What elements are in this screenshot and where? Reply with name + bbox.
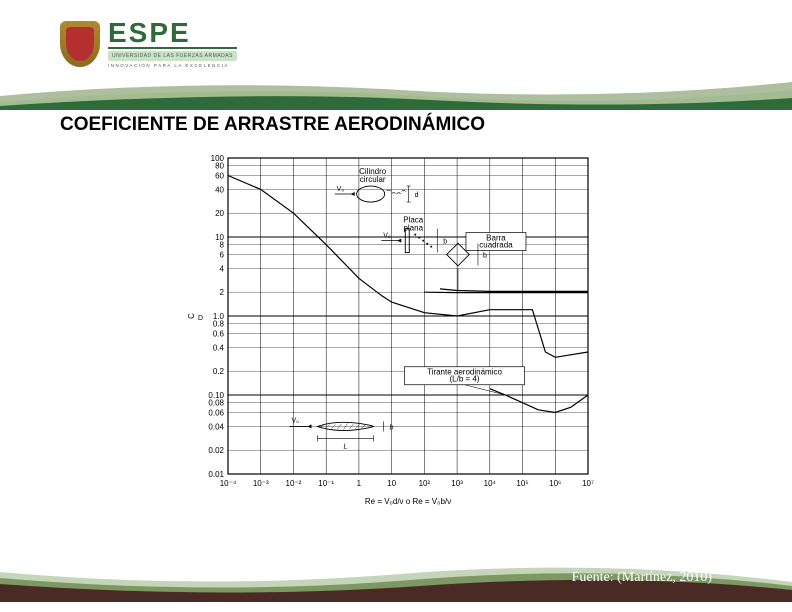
page-title: COEFICIENTE DE ARRASTRE AERODINÁMICO bbox=[60, 114, 485, 136]
brand-subtitle: UNIVERSIDAD DE LAS FUERZAS ARMADAS bbox=[108, 51, 237, 61]
svg-text:40: 40 bbox=[215, 185, 224, 194]
svg-text:C: C bbox=[187, 313, 196, 319]
svg-text:cuadrada: cuadrada bbox=[479, 241, 513, 250]
svg-text:d: d bbox=[415, 192, 419, 199]
svg-text:V₀: V₀ bbox=[383, 233, 391, 240]
brand-badge-icon bbox=[60, 21, 100, 67]
svg-text:0.4: 0.4 bbox=[213, 343, 225, 352]
svg-text:L: L bbox=[344, 443, 348, 450]
svg-text:0.10: 0.10 bbox=[208, 391, 224, 400]
svg-text:circular: circular bbox=[360, 175, 386, 184]
svg-text:10⁻¹: 10⁻¹ bbox=[318, 479, 334, 488]
brand-name: ESPE bbox=[108, 20, 237, 49]
svg-text:20: 20 bbox=[215, 209, 224, 218]
svg-text:10⁻³: 10⁻³ bbox=[253, 479, 269, 488]
svg-text:V₀: V₀ bbox=[337, 186, 345, 193]
svg-text:10⁷: 10⁷ bbox=[582, 479, 594, 488]
svg-text:10⁻²: 10⁻² bbox=[286, 479, 302, 488]
svg-text:10⁻⁴: 10⁻⁴ bbox=[220, 479, 237, 488]
svg-text:10²: 10² bbox=[419, 479, 431, 488]
decorative-swoosh-top bbox=[0, 76, 792, 110]
figure-caption: Fuente: (Martínez, 2010) bbox=[572, 570, 712, 586]
svg-text:80: 80 bbox=[215, 162, 224, 171]
svg-text:10⁵: 10⁵ bbox=[516, 479, 528, 488]
svg-text:0.6: 0.6 bbox=[213, 330, 225, 339]
svg-text:b: b bbox=[389, 424, 393, 431]
brand-tagline: INNOVACIÓN PARA LA EXCELENCIA bbox=[108, 63, 237, 68]
brand-logo: ESPE UNIVERSIDAD DE LAS FUERZAS ARMADAS … bbox=[60, 20, 237, 68]
svg-text:2: 2 bbox=[220, 288, 225, 297]
svg-text:10⁶: 10⁶ bbox=[549, 479, 561, 488]
svg-text:b: b bbox=[443, 239, 447, 246]
svg-text:1.0: 1.0 bbox=[213, 312, 225, 321]
svg-text:V₀: V₀ bbox=[291, 417, 299, 424]
svg-text:1: 1 bbox=[357, 479, 362, 488]
svg-text:0.08: 0.08 bbox=[208, 399, 224, 408]
svg-text:6: 6 bbox=[220, 251, 225, 260]
svg-text:10: 10 bbox=[387, 479, 396, 488]
svg-text:b: b bbox=[483, 253, 487, 260]
svg-text:100: 100 bbox=[211, 154, 225, 163]
svg-text:0.2: 0.2 bbox=[213, 367, 225, 376]
svg-text:0.01: 0.01 bbox=[208, 470, 224, 479]
svg-text:0.04: 0.04 bbox=[208, 422, 224, 431]
svg-text:4: 4 bbox=[220, 264, 225, 273]
svg-text:0.8: 0.8 bbox=[213, 320, 225, 329]
svg-text:10⁴: 10⁴ bbox=[484, 479, 497, 488]
brand-text: ESPE UNIVERSIDAD DE LAS FUERZAS ARMADAS … bbox=[108, 20, 237, 68]
drag-coefficient-chart: 10⁻⁴ 10⁻³ 10⁻² 10⁻¹ 1 10 10² 10³ 10⁴ 10⁵ 10⁶ 10⁷ 0.0… bbox=[180, 150, 600, 510]
svg-text:(L/b = 4): (L/b = 4) bbox=[450, 375, 480, 384]
svg-text:0.02: 0.02 bbox=[208, 446, 224, 455]
svg-text:plana: plana bbox=[403, 224, 423, 233]
svg-text:10³: 10³ bbox=[451, 479, 463, 488]
svg-text:Re = V₀d/ν o Re = V₀b/ν: Re = V₀d/ν o Re = V₀b/ν bbox=[365, 497, 451, 506]
svg-text:8: 8 bbox=[220, 241, 225, 250]
svg-text:0.06: 0.06 bbox=[208, 409, 224, 418]
svg-text:10: 10 bbox=[215, 233, 224, 242]
svg-text:60: 60 bbox=[215, 172, 224, 181]
svg-text:D: D bbox=[198, 315, 203, 322]
